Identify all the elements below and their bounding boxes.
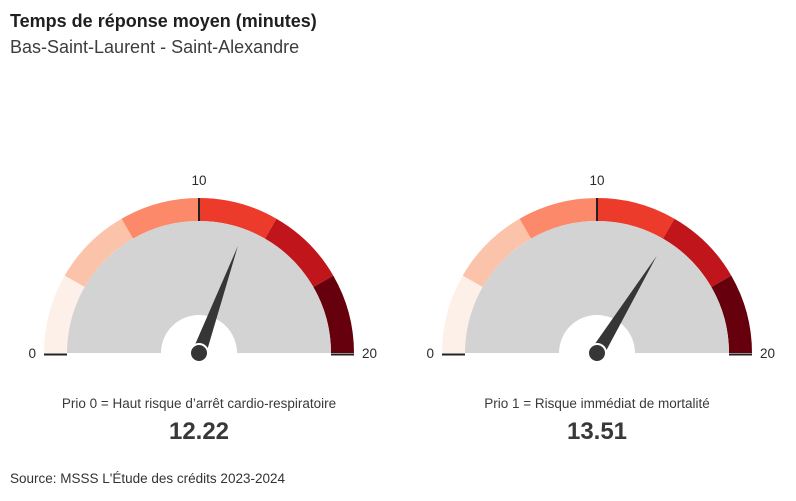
band-segment-2: [519, 198, 597, 239]
band-segment-4: [662, 218, 732, 288]
chart-header: Temps de réponse moyen (minutes) Bas-Sai…: [10, 10, 317, 58]
gauge-value-prio0: 12.22: [168, 418, 230, 446]
needle-hub: [587, 343, 607, 363]
tick-label-20: 20: [760, 346, 775, 361]
band-segment-5: [711, 275, 752, 353]
chart-title: Temps de réponse moyen (minutes): [10, 11, 317, 31]
needle: [192, 245, 238, 356]
gauge-row: 0 10 20 Prio 0 = Haut risque d’arrêt cardi…: [0, 160, 796, 447]
gauge-chart-prio1: 0 10 20: [398, 160, 796, 366]
band-segment-2: [121, 198, 199, 239]
gauge-face: [465, 221, 729, 353]
tick-label-20: 20: [362, 346, 377, 361]
gauge-caption-prio1: Prio 1 = Risque immédiat de mortalité: [484, 396, 710, 411]
band-segment-3: [597, 198, 675, 239]
chart-subtitle: Bas-Saint-Laurent - Saint-Alexandre: [10, 36, 300, 57]
gauge-svg: 0 10 20: [426, 173, 775, 363]
band-segment-4: [264, 218, 334, 288]
gauge-svg: 0 10 20: [28, 173, 377, 363]
gauge-caption-prio0: Prio 0 = Haut risque d’arrêt cardio-resp…: [61, 396, 337, 411]
needle: [591, 255, 657, 357]
band-segment-0: [442, 275, 483, 353]
tick-label-0: 0: [426, 346, 434, 361]
band-segment-1: [462, 218, 532, 288]
gauge-block-prio1: 0 10 20 Prio 1 = Risque immédiat de mortal…: [398, 160, 796, 447]
band-segment-5: [313, 275, 354, 353]
gauge-value-prio1: 13.51: [566, 418, 628, 446]
source-note: Source: MSSS L'Étude des crédits 2023-20…: [10, 471, 285, 486]
band-segment-0: [44, 275, 85, 353]
gauge-face: [67, 221, 331, 353]
tick-label-10: 10: [191, 173, 206, 188]
needle-hub: [189, 343, 209, 363]
band-segment-1: [64, 218, 134, 288]
tick-label-10: 10: [589, 173, 604, 188]
gauge-block-prio0: 0 10 20 Prio 0 = Haut risque d’arrêt cardi…: [0, 160, 398, 447]
tick-label-0: 0: [28, 346, 36, 361]
gauge-chart-prio0: 0 10 20: [0, 160, 398, 366]
band-segment-3: [199, 198, 277, 239]
